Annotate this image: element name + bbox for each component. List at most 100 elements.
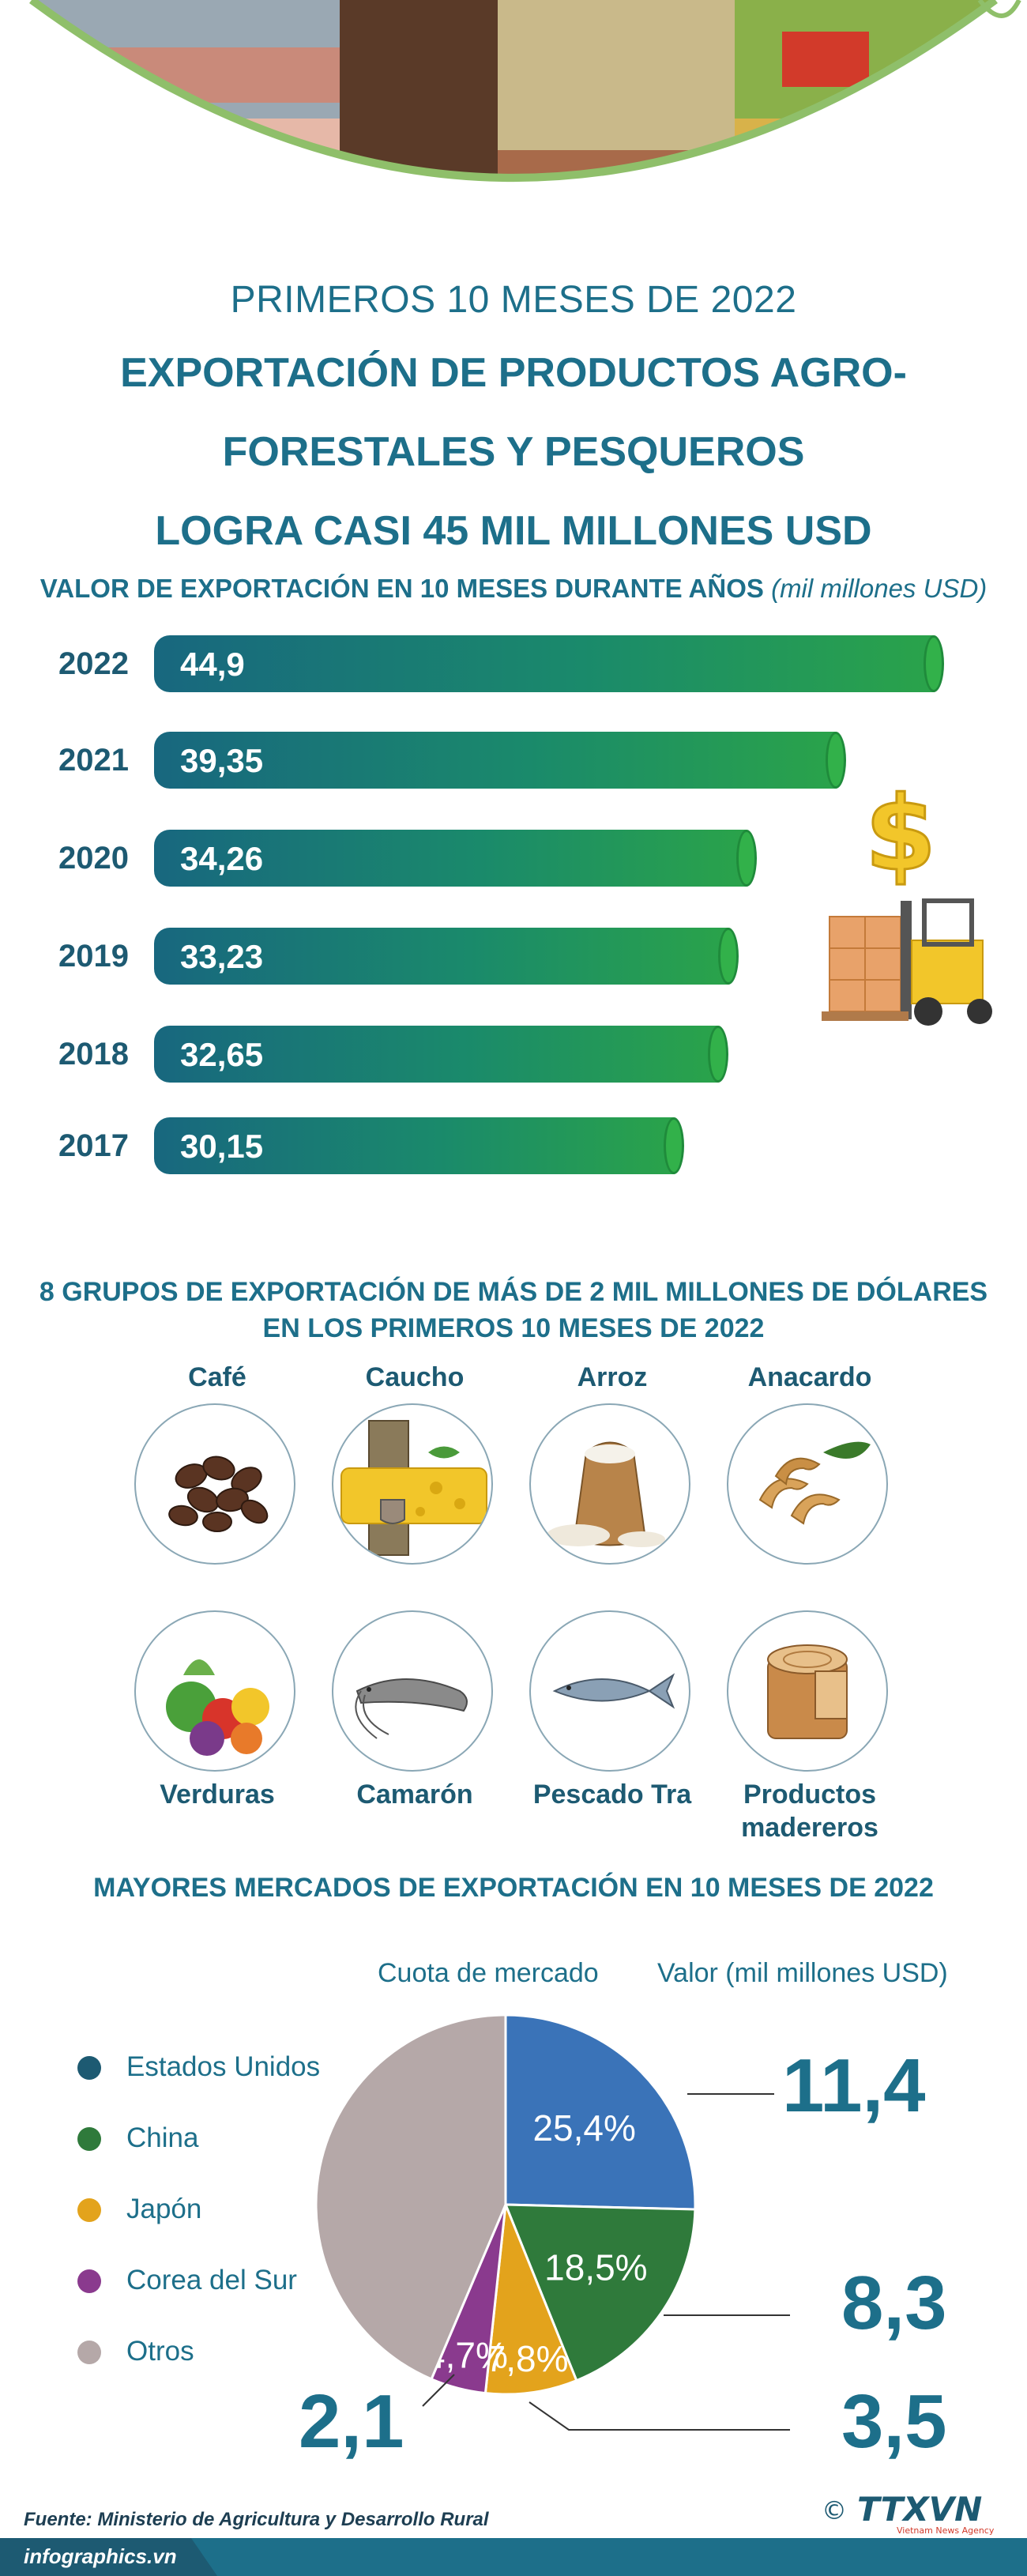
bar-year-label: 2017 xyxy=(58,1128,129,1163)
share-header: Cuota de mercado xyxy=(378,1958,599,1988)
bar-year-label: 2019 xyxy=(58,939,129,974)
vegetables-circle xyxy=(134,1610,295,1772)
bar-end-cap xyxy=(924,635,944,692)
title-line-1: EXPORTACIÓN DE PRODUCTOS AGRO- xyxy=(120,350,907,396)
legend-label-others: Otros xyxy=(126,2336,194,2367)
forklift-dollar-icon: $ xyxy=(822,782,992,1026)
value-japan: 3,5 xyxy=(841,2379,947,2464)
value-us: 11,4 xyxy=(782,2043,926,2128)
group-label-cashew: Anacardo xyxy=(747,1362,872,1392)
pie-slice xyxy=(503,2203,697,2382)
bar-end-cap xyxy=(664,1117,685,1174)
bar-row: 2017 30,15 xyxy=(0,1114,1027,1177)
bar xyxy=(154,928,729,985)
bar-value-label: 34,26 xyxy=(180,840,264,877)
bar-value-label: 33,23 xyxy=(180,938,264,975)
legend-label-japan: Japón xyxy=(126,2194,202,2224)
group-label-rubber: Caucho xyxy=(365,1362,465,1392)
leader-line-korea xyxy=(422,2374,455,2407)
bar-row: 2019 33,23 xyxy=(0,925,1027,988)
group-label-shrimp: Camarón xyxy=(356,1779,473,1810)
source-note: Fuente: Ministerio de Agricultura y Desa… xyxy=(24,2509,489,2530)
collage-photos xyxy=(29,0,1021,182)
shrimp-icon xyxy=(355,1678,468,1739)
photo-collage xyxy=(0,0,1027,269)
title-line-2: FORESTALES Y PESQUEROS xyxy=(222,429,805,475)
legend-label-korea: Corea del Sur xyxy=(126,2265,297,2295)
groups-title-line-2: EN LOS PRIMEROS 10 MESES DE 2022 xyxy=(262,1313,765,1343)
bar-end-cap xyxy=(718,928,739,985)
bar-value-label: 39,35 xyxy=(180,742,264,779)
bar xyxy=(154,1117,675,1174)
bar-row: 2022 44,9 xyxy=(0,632,1027,695)
coffee-photo xyxy=(340,0,498,178)
pie-share-label: 7,8% xyxy=(486,2338,569,2379)
svg-text:©: © xyxy=(822,2495,847,2525)
pie-share-label: 25,4% xyxy=(532,2107,635,2149)
bar-chart-title-text: VALOR DE EXPORTACIÓN EN 10 MESES DURANTE… xyxy=(40,574,764,603)
bar-end-cap xyxy=(708,1026,729,1083)
bar xyxy=(154,732,837,789)
bar-year-label: 2018 xyxy=(58,1037,129,1071)
vegetables-icon xyxy=(166,1659,269,1756)
collage-arc xyxy=(29,0,998,182)
bar-row: 2020 34,26 xyxy=(0,827,1027,890)
legend-dot xyxy=(77,2127,101,2151)
markets-title: MAYORES MERCADOS DE EXPORTACIÓN EN 10 ME… xyxy=(93,1873,934,1903)
group-label-wood: Productos madereros xyxy=(741,1779,878,1843)
legend-dot xyxy=(77,2269,101,2293)
export-value-bar-chart: 2022 44,9 2021 39,35 2020 34,26 2019 33,23 2018 3… xyxy=(0,632,1027,1233)
rubber-circle xyxy=(332,1403,493,1565)
bar-value-label: 30,15 xyxy=(180,1128,264,1165)
rice-circle xyxy=(529,1403,690,1565)
bar-year-label: 2020 xyxy=(58,841,129,876)
bar-row: 2021 39,35 xyxy=(0,729,1027,792)
bar-row: 2018 32,65 xyxy=(0,1022,1027,1086)
group-label-rice: Arroz xyxy=(577,1362,648,1392)
bar-chart-unit: (mil millones USD) xyxy=(771,574,988,603)
coffee-circle xyxy=(134,1403,295,1565)
rubber-icon xyxy=(340,1420,487,1556)
legend-label-us: Estados Unidos xyxy=(126,2051,321,2082)
ttxvn-logo: © TTXVN Vietnam News Agency xyxy=(822,2490,995,2536)
bar-chart-title: VALOR DE EXPORTACIÓN EN 10 MESES DURANTE… xyxy=(0,574,1027,604)
svg-text:$: $ xyxy=(865,782,936,894)
coffee-beans-icon xyxy=(168,1456,269,1532)
value-header: Valor (mil millones USD) xyxy=(657,1958,948,1988)
pie-slice xyxy=(504,2013,697,2211)
wood-circle xyxy=(727,1610,888,1772)
legend-dot xyxy=(77,2056,101,2080)
group-label-fish: Pescado Tra xyxy=(532,1779,692,1810)
bar xyxy=(154,635,934,692)
bar-value-label: 32,65 xyxy=(180,1036,264,1073)
shrimp-circle xyxy=(332,1610,493,1772)
svg-text:Vietnam News Agency: Vietnam News Agency xyxy=(897,2525,995,2536)
fish-icon xyxy=(552,1673,675,1709)
period-heading: PRIMEROS 10 MESES DE 2022 xyxy=(230,279,797,321)
groups-title-line-1: 8 GRUPOS DE EXPORTACIÓN DE MÁS DE 2 MIL … xyxy=(39,1277,988,1307)
wood-log-icon xyxy=(767,1644,848,1739)
site-link[interactable]: infographics.vn xyxy=(24,2544,177,2568)
title-line-3: LOGRA CASI 45 MIL MILLONES USD xyxy=(155,508,872,554)
pie-share-label: 18,5% xyxy=(544,2246,647,2288)
fish-circle xyxy=(529,1610,690,1772)
pie-slice xyxy=(314,2013,507,2381)
rice-photo xyxy=(498,0,735,150)
value-china: 8,3 xyxy=(841,2261,947,2345)
svg-text:TTXVN: TTXVN xyxy=(857,2490,982,2529)
rice-sack-icon xyxy=(547,1441,665,1547)
group-label-vegetables: Verduras xyxy=(160,1779,275,1810)
bar-value-label: 44,9 xyxy=(180,646,245,683)
bar-end-cap xyxy=(826,732,847,789)
bar-year-label: 2022 xyxy=(58,646,129,681)
bar xyxy=(154,830,747,887)
group-label-coffee: Café xyxy=(188,1362,246,1392)
cashew-icon xyxy=(758,1441,871,1525)
footer-tab xyxy=(0,2538,217,2576)
bar-year-label: 2021 xyxy=(58,743,129,778)
bar xyxy=(154,1026,719,1083)
legend-label-china: China xyxy=(126,2122,199,2153)
pie-slice xyxy=(483,2204,578,2396)
legend-dot xyxy=(77,2341,101,2364)
